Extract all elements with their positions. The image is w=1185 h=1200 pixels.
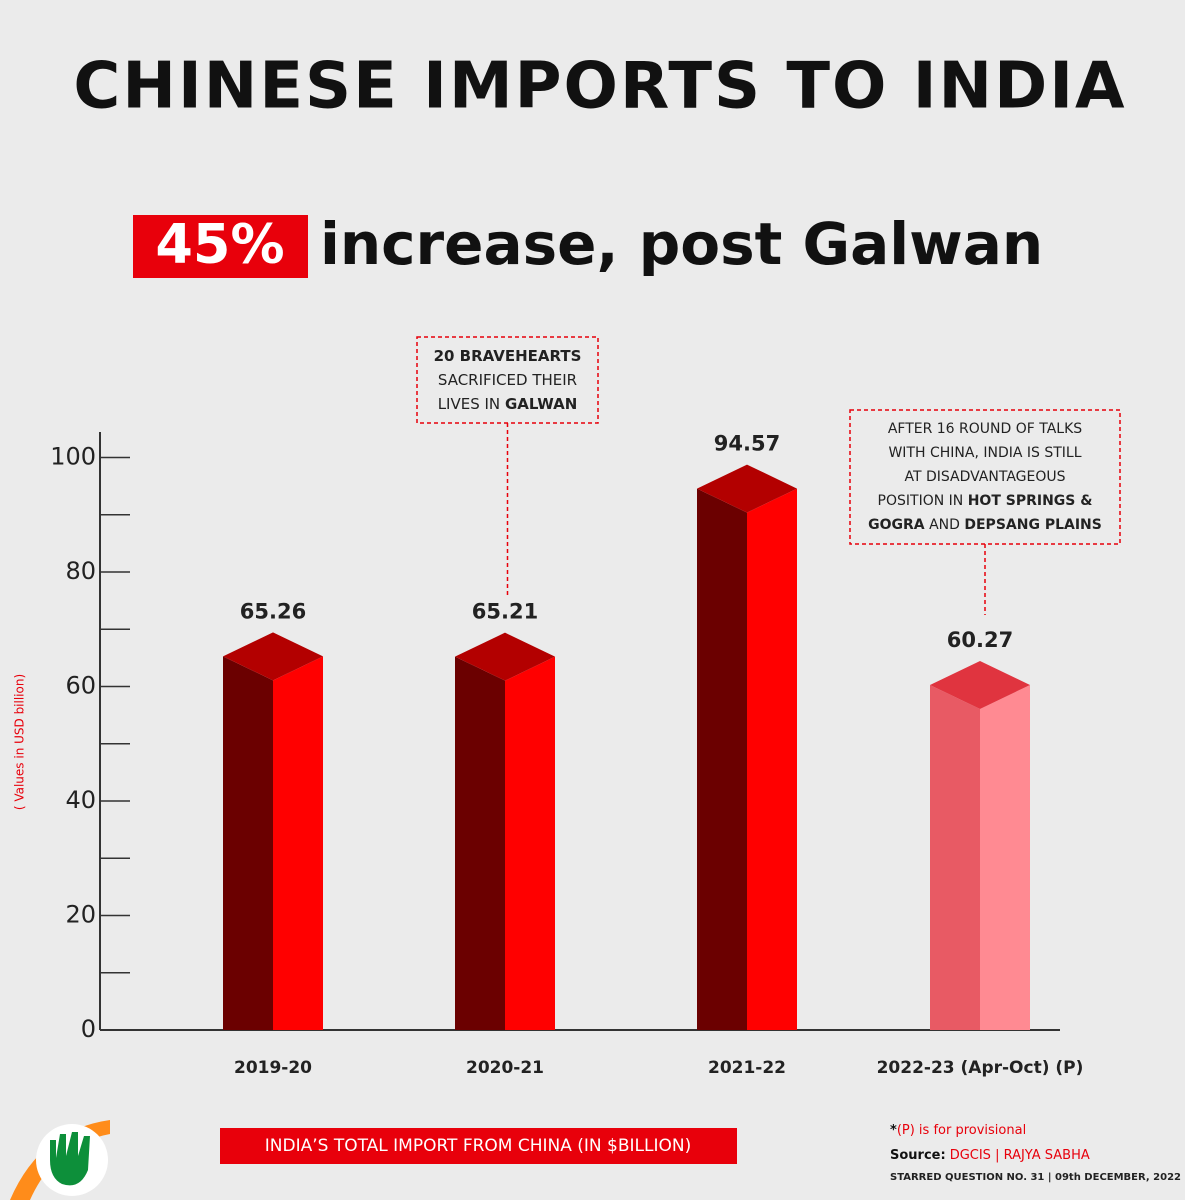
- annotation-line: AT DISADVANTAGEOUS: [904, 469, 1065, 485]
- x-tick-label: 2021-22: [708, 1058, 786, 1078]
- annotation-text: WITH CHINA, INDIA IS STILL: [888, 445, 1081, 461]
- bar-right-face: [505, 656, 555, 1030]
- note: *(P) is for provisional: [890, 1123, 1026, 1138]
- annotation-line: GOGRA AND DEPSANG PLAINS: [868, 517, 1102, 533]
- annotation-line: POSITION IN HOT SPRINGS &: [878, 493, 1093, 509]
- value-label: 60.27: [947, 628, 1013, 652]
- annotation-text: AFTER 16 ROUND OF TALKS: [888, 421, 1082, 437]
- y-tick-label: 0: [81, 1015, 96, 1043]
- logo: [10, 1120, 110, 1200]
- y-tick-label: 60: [65, 672, 96, 700]
- note-mark: *: [890, 1123, 897, 1138]
- note-text: (P) is for provisional: [897, 1123, 1026, 1138]
- bar-right-face: [273, 656, 323, 1030]
- source: Source: DGCIS | RAJYA SABHA: [890, 1148, 1090, 1163]
- bar-right-face: [747, 488, 797, 1030]
- annotation-text: 20 BRAVEHEARTS: [434, 347, 582, 365]
- value-label: 65.21: [472, 600, 538, 624]
- bar: [930, 660, 1030, 1030]
- bar-left-face: [223, 656, 273, 1030]
- bar-top: [223, 632, 323, 681]
- annotation-text: AT DISADVANTAGEOUS: [904, 469, 1065, 485]
- subtitle: increase, post Galwan: [320, 210, 1043, 278]
- highlight-box: [133, 215, 308, 278]
- y-tick-label: 40: [65, 786, 96, 814]
- y-tick-label: 20: [65, 901, 96, 929]
- source-label: Source:: [890, 1148, 946, 1163]
- reference: STARRED QUESTION NO. 31 | 09th DECEMBER,…: [890, 1172, 1181, 1183]
- y-axis-label: ( Values in USD billion): [13, 674, 27, 810]
- annotation-text: GOGRA: [868, 517, 925, 533]
- bar: [455, 632, 555, 1030]
- subtitle-highlight: 45%: [155, 213, 284, 276]
- caption: INDIA’S TOTAL IMPORT FROM CHINA (IN $BIL…: [265, 1136, 691, 1156]
- caption-box: [220, 1128, 737, 1164]
- logo-hand: [50, 1132, 90, 1186]
- bar-left-face: [455, 656, 505, 1030]
- annotation-text: SACRIFICED THEIR: [438, 371, 577, 389]
- annotation-text: POSITION IN: [878, 493, 968, 509]
- bar-left-face: [697, 488, 747, 1030]
- x-tick-label: 2020-21: [466, 1058, 544, 1078]
- bar-top: [930, 660, 1030, 709]
- annotation-line: AFTER 16 ROUND OF TALKS: [888, 421, 1082, 437]
- bar-top: [455, 632, 555, 681]
- annotation-text: DEPSANG PLAINS: [964, 517, 1101, 533]
- annotation-text: GALWAN: [505, 395, 577, 413]
- value-label: 94.57: [714, 432, 780, 456]
- annotation-text: LIVES IN: [438, 395, 505, 413]
- bar: [697, 464, 797, 1030]
- y-tick-label: 80: [65, 557, 96, 585]
- annotation-line: 20 BRAVEHEARTS: [434, 347, 582, 365]
- y-tick-label: 100: [50, 443, 96, 471]
- source-text: DGCIS | RAJYA SABHA: [950, 1148, 1090, 1163]
- annotation-line: WITH CHINA, INDIA IS STILL: [888, 445, 1081, 461]
- bar: [223, 632, 323, 1030]
- annotation-line: LIVES IN GALWAN: [438, 395, 578, 413]
- x-tick-label: 2022-23 (Apr-Oct) (P): [877, 1058, 1084, 1078]
- annotation-text: AND: [925, 517, 965, 533]
- bar-right-face: [980, 684, 1030, 1030]
- x-tick-label: 2019-20: [234, 1058, 312, 1078]
- bar-top: [697, 464, 797, 513]
- chart-title: CHINESE IMPORTS TO INDIA: [73, 50, 1126, 124]
- annotation-text: HOT SPRINGS &: [968, 493, 1093, 509]
- annotation-line: SACRIFICED THEIR: [438, 371, 577, 389]
- bar-left-face: [930, 684, 980, 1030]
- value-label: 65.26: [240, 599, 306, 623]
